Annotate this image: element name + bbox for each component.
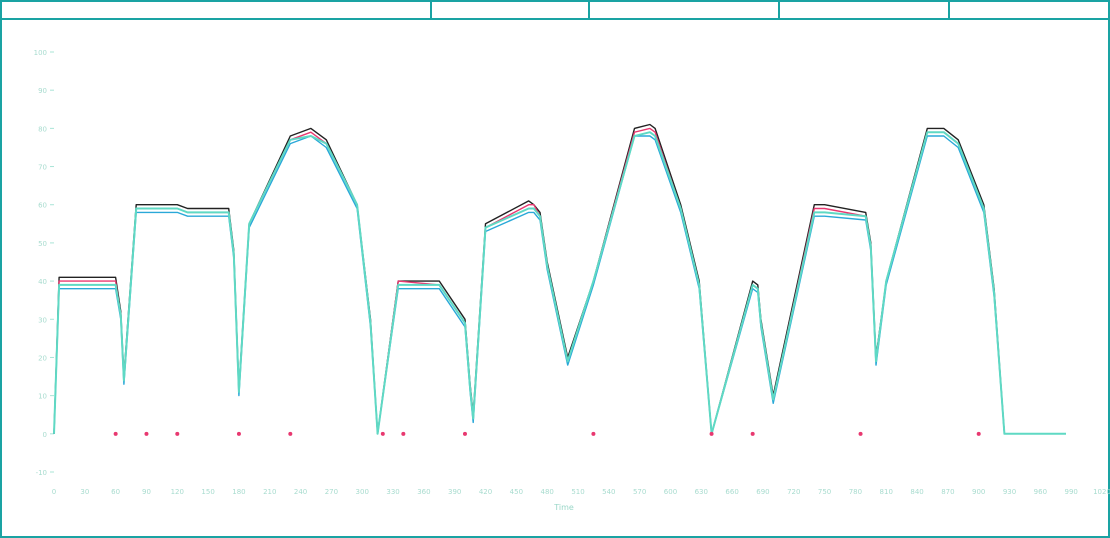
series-line-2 bbox=[53, 127, 1066, 435]
y-tick-label: 80 bbox=[38, 125, 47, 133]
baseline-marker bbox=[113, 431, 118, 436]
x-tick-label: 210 bbox=[263, 488, 276, 496]
x-tick-label: 180 bbox=[232, 488, 245, 496]
y-tick-label: 90 bbox=[38, 87, 47, 95]
header-cell-divider bbox=[778, 2, 780, 18]
series-line-4 bbox=[53, 131, 1066, 435]
x-tick-label: 150 bbox=[201, 488, 214, 496]
x-tick-label: 750 bbox=[818, 488, 831, 496]
x-tick-label: 990 bbox=[1064, 488, 1077, 496]
y-tick-label: 50 bbox=[38, 240, 47, 248]
y-tick-label: 70 bbox=[38, 164, 47, 172]
x-tick-label: 270 bbox=[325, 488, 338, 496]
x-tick-label: 360 bbox=[417, 488, 430, 496]
y-tick-label: 0 bbox=[43, 431, 47, 439]
baseline-marker bbox=[401, 431, 406, 436]
baseline-marker bbox=[750, 431, 755, 436]
header-cell-divider bbox=[948, 2, 950, 18]
baseline-marker bbox=[175, 431, 180, 436]
header-cell-divider bbox=[430, 2, 432, 18]
x-tick-label: 1020 bbox=[1093, 488, 1110, 496]
baseline-marker bbox=[858, 431, 863, 436]
x-tick-label: 900 bbox=[972, 488, 985, 496]
x-tick-label: 510 bbox=[571, 488, 584, 496]
x-tick-label: 30 bbox=[80, 488, 89, 496]
x-tick-label: 660 bbox=[725, 488, 738, 496]
x-tick-label: 570 bbox=[633, 488, 646, 496]
x-tick-label: 870 bbox=[941, 488, 954, 496]
plot-area: -10 0 10 20 30 40 50 60 70 80 90 100 0 30 60 90 120 150 18… bbox=[24, 32, 1110, 532]
x-tick-label: 540 bbox=[602, 488, 615, 496]
baseline-marker bbox=[709, 431, 714, 436]
baseline-marker bbox=[591, 431, 596, 436]
baseline-marker bbox=[236, 431, 241, 436]
series-line-1 bbox=[53, 123, 1066, 435]
x-tick-label: 120 bbox=[171, 488, 184, 496]
x-tick-label: 330 bbox=[386, 488, 399, 496]
x-tick-label: 480 bbox=[540, 488, 553, 496]
baseline-marker bbox=[976, 431, 981, 436]
x-tick-label: 690 bbox=[756, 488, 769, 496]
x-tick-label: 840 bbox=[910, 488, 923, 496]
x-tick-label: 630 bbox=[695, 488, 708, 496]
y-tick-label: 40 bbox=[38, 278, 47, 286]
x-tick-label: 0 bbox=[52, 488, 56, 496]
x-tick-label: 240 bbox=[294, 488, 307, 496]
x-tick-label: 450 bbox=[510, 488, 523, 496]
header-strip bbox=[2, 2, 1108, 20]
baseline-marker bbox=[380, 431, 385, 436]
x-tick-label: 300 bbox=[356, 488, 369, 496]
x-tick-label: 810 bbox=[880, 488, 893, 496]
y-tick-label: 30 bbox=[38, 316, 47, 324]
x-tick-label: 390 bbox=[448, 488, 461, 496]
y-tick-label: -10 bbox=[36, 469, 47, 477]
x-tick-label: 720 bbox=[787, 488, 800, 496]
x-tick-label: 930 bbox=[1003, 488, 1016, 496]
header-cell-divider bbox=[588, 2, 590, 18]
marker-layer bbox=[113, 431, 981, 436]
x-tick-label: 420 bbox=[479, 488, 492, 496]
series-layer bbox=[53, 123, 1066, 435]
baseline-marker bbox=[144, 431, 149, 436]
y-tick-label: 10 bbox=[38, 393, 47, 401]
y-tick-label: 60 bbox=[38, 202, 47, 210]
baseline-marker bbox=[462, 431, 467, 436]
baseline-marker bbox=[288, 431, 293, 436]
x-tick-label: 90 bbox=[142, 488, 151, 496]
y-tick-label: 100 bbox=[34, 49, 47, 57]
x-tick-label: 780 bbox=[849, 488, 862, 496]
x-tick-label: 600 bbox=[664, 488, 677, 496]
x-tick-label: 60 bbox=[111, 488, 120, 496]
y-tick-label: 20 bbox=[38, 354, 47, 362]
x-axis-label: Time bbox=[553, 503, 574, 512]
x-tick-label: 960 bbox=[1034, 488, 1047, 496]
